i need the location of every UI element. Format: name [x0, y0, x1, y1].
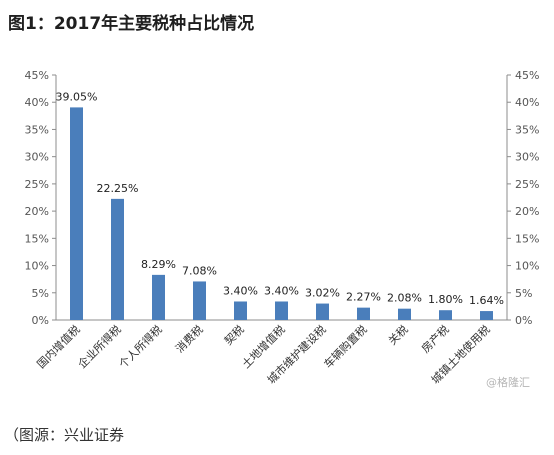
category-label: 国内增值税: [34, 322, 83, 371]
y2-tick-label: 0%: [515, 314, 532, 327]
y-tick-label: 5%: [32, 287, 49, 300]
y2-tick-label: 10%: [515, 260, 539, 273]
bar: [480, 311, 493, 320]
watermark-text: @格隆汇: [486, 376, 530, 389]
chart-title: 图1：2017年主要税种占比情况: [8, 14, 255, 34]
data-label: 8.29%: [141, 258, 176, 271]
category-label: 消费税: [172, 322, 205, 355]
category-label: 契税: [221, 322, 246, 347]
bar: [316, 303, 329, 320]
y2-tick-label: 20%: [515, 205, 539, 218]
category-label: 关税: [385, 322, 410, 347]
bar: [193, 281, 206, 320]
y-tick-label: 0%: [32, 314, 49, 327]
data-label: 1.64%: [469, 294, 504, 307]
y2-tick-label: 45%: [515, 69, 539, 82]
bar: [398, 308, 411, 320]
bar: [152, 274, 165, 320]
chart-labels: 39.05% 国内增值税 22.25% 企业所得税 8.29% 个人所得税 7.08% 消费税…: [34, 90, 504, 386]
y2-tick-label: 15%: [515, 232, 539, 245]
y2-tick-label: 25%: [515, 178, 539, 191]
bar: [357, 307, 370, 320]
data-label: 1.80%: [428, 293, 463, 306]
category-label: 个人所得税: [116, 322, 165, 371]
y-tick-label: 25%: [25, 178, 49, 191]
y2-tick-label: 40%: [515, 96, 539, 109]
data-label: 39.05%: [56, 90, 98, 103]
data-label: 3.40%: [223, 284, 258, 297]
category-label: 房产税: [418, 322, 451, 355]
data-label: 2.08%: [387, 292, 422, 305]
data-label: 7.08%: [182, 264, 217, 277]
category-label: 企业所得税: [75, 322, 124, 371]
y-tick-label: 40%: [25, 96, 49, 109]
bar-chart: 0% 0% 5% 5% 10% 10% 15% 15% 20% 20% 25% 25% 30% 30% 35…: [25, 69, 540, 387]
y-tick-label: 45%: [25, 69, 49, 82]
bar: [439, 310, 452, 320]
y-tick-label: 15%: [25, 232, 49, 245]
y2-tick-label: 5%: [515, 287, 532, 300]
bar: [111, 198, 124, 320]
data-label: 22.25%: [97, 182, 139, 195]
source-note: （图源：兴业证券: [4, 426, 125, 444]
y-tick-label: 30%: [25, 151, 49, 164]
y-tick-label: 20%: [25, 205, 49, 218]
data-label: 2.27%: [346, 291, 381, 304]
data-label: 3.02%: [305, 287, 340, 300]
data-label: 3.40%: [264, 284, 299, 297]
chart-axes: 0% 0% 5% 5% 10% 10% 15% 15% 20% 20% 25% 25% 30% 30% 35…: [25, 69, 540, 327]
bar: [70, 107, 83, 321]
y2-tick-label: 35%: [515, 123, 539, 136]
category-label: 车辆购置税: [321, 322, 370, 371]
y-tick-label: 35%: [25, 123, 49, 136]
y2-tick-label: 30%: [515, 151, 539, 164]
bar: [234, 301, 247, 320]
bar: [275, 301, 288, 320]
y-tick-label: 10%: [25, 260, 49, 273]
chart-bars: [70, 107, 493, 321]
